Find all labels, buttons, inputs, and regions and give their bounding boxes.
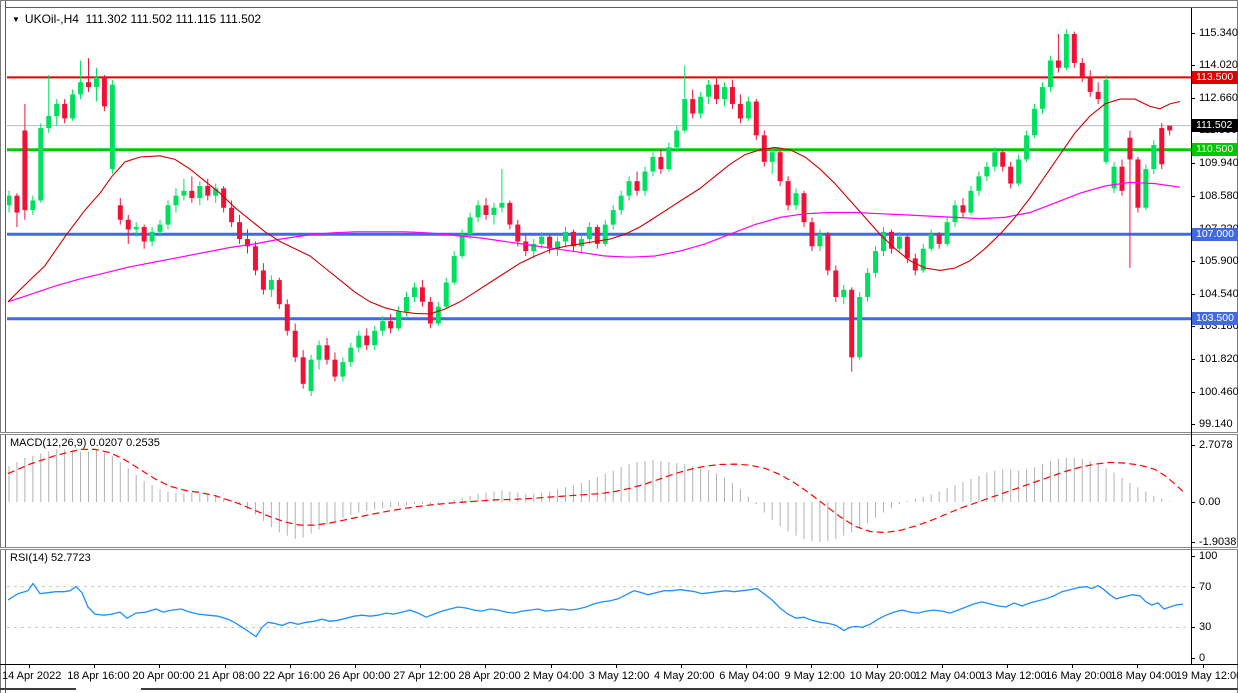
price-tick-label: 108.580 [1199,190,1238,203]
rsi-tick-label: 30 [1199,621,1212,634]
price-tick-label: 104.540 [1199,287,1238,300]
price-tick-label: 109.940 [1199,157,1238,170]
time-axis-label: 22 Apr 16:00 [262,670,326,682]
time-axis-label: 4 May 20:00 [654,670,715,682]
time-axis-label: 16 May 20:00 [1045,670,1112,682]
macd-chart[interactable] [7,435,1191,546]
time-axis-label: 20 Apr 00:00 [132,670,195,682]
time-axis-label: 9 May 12:00 [784,670,845,682]
chart-title: ▼ UKOil-,H4 111.302 111.502 111.115 111.5… [12,12,261,26]
horizontal-scrollbar[interactable] [141,688,1238,690]
rsi-line [7,582,1184,638]
rsi-chart[interactable] [7,550,1191,663]
price-tick-label: 100.460 [1199,386,1238,399]
time-axis-label: 3 May 12:00 [588,670,650,682]
time-axis-label: 14 Apr 2022 [2,670,62,682]
price-tick-label: 115.340 [1199,27,1238,39]
candles-group [7,29,1173,396]
time-axis-label: 12 May 04:00 [914,670,982,682]
time-axis-label: 19 May 12:00 [1175,670,1238,682]
time-axis-label: 18 May 04:00 [1110,670,1178,682]
ma-slow-line [7,181,1181,303]
time-axis-label: 6 May 04:00 [719,670,780,682]
rsi-label: RSI(14) 52.7723 [10,552,91,564]
panel-splitter[interactable] [0,547,1238,550]
time-axis-label: 13 May 12:00 [980,670,1047,682]
panel-splitter[interactable] [0,432,1238,435]
chart-frame-top [5,7,1238,8]
main-price-chart[interactable] [7,8,1191,432]
time-axis-label: 27 Apr 12:00 [393,670,456,682]
price-tick-label: 111.300 [1199,124,1238,137]
macd-signal-line [7,448,1184,534]
horizontal-scrollbar-segment[interactable] [0,688,76,690]
price-tick-label: 101.820 [1199,353,1238,366]
window-border-left-inner [5,0,6,693]
window-border-left-outer [0,0,1,693]
price-tick-label: 99.140 [1199,417,1233,430]
time-axis-line [0,664,1238,665]
chart-symbol-timeframe: UKOil-,H4 [24,12,79,26]
macd-tick-label: 0.00 [1199,496,1221,508]
level-price-badge: 107.000 [1192,227,1238,241]
window-border-top [0,0,1238,1]
macd-tick-label: 2.7078 [1199,439,1233,452]
current-price-badge: 111.502 [1192,119,1238,133]
level-price-badge: 103.500 [1192,312,1238,326]
time-axis-label: 26 Apr 00:00 [328,670,391,682]
time-axis-label: 21 Apr 08:00 [197,670,260,682]
macd-histogram [8,449,1171,542]
time-axis-label: 2 May 04:00 [523,670,585,682]
axis-separator [1191,8,1192,665]
rsi-tick-label: 0 [1199,652,1206,664]
rsi-tick-label: 100 [1199,550,1218,562]
ma-fast-line [7,98,1181,315]
price-tick-label: 112.660 [1199,91,1238,104]
price-tick-label: 103.180 [1199,320,1238,333]
level-price-badge: 113.500 [1192,70,1238,84]
price-tick-label: 114.020 [1199,58,1238,71]
price-tick-label: 107.220 [1199,222,1238,235]
one-click-collapse-triangle-icon[interactable]: ▼ [12,15,20,24]
price-tick-label: 105.900 [1199,254,1238,267]
time-axis-label: 28 Apr 20:00 [458,670,521,682]
time-axis-label: 18 Apr 16:00 [67,670,130,682]
chart-ohlc-values: 111.302 111.502 111.115 111.502 [85,12,262,26]
time-axis-label: 10 May 20:00 [849,670,917,682]
macd-label: MACD(12,26,9) 0.0207 0.2535 [10,437,160,449]
rsi-tick-label: 70 [1199,580,1212,593]
level-price-badge: 110.500 [1192,143,1238,157]
